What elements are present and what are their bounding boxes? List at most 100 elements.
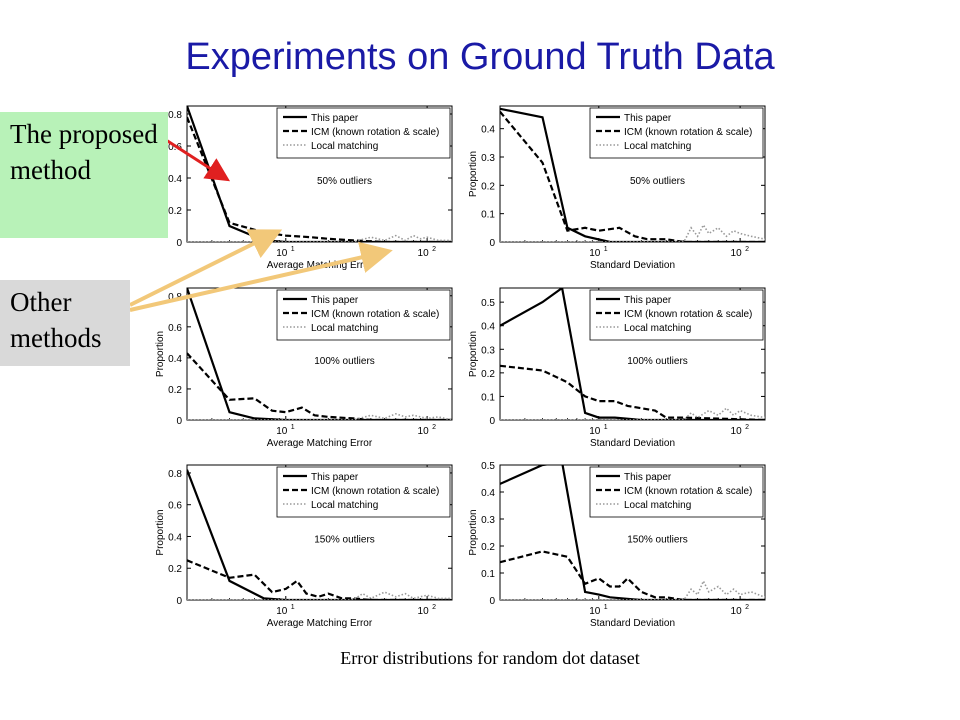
x-tick-label: 10: [276, 426, 288, 437]
legend-label: This paper: [624, 472, 672, 483]
x-tick-label: 10: [418, 606, 430, 617]
x-tick-exponent: 1: [604, 424, 608, 431]
legend-label: ICM (known rotation & scale): [311, 127, 439, 138]
legend-label: Local matching: [311, 500, 378, 511]
series-line-dashed: [187, 116, 452, 242]
y-axis-label: Proportion: [155, 331, 166, 377]
y-axis-label: Proportion: [468, 331, 479, 377]
y-tick-label: 0.2: [481, 181, 495, 192]
x-tick-exponent: 2: [745, 246, 749, 253]
y-tick-label: 0.5: [481, 461, 495, 472]
y-tick-label: 0: [489, 596, 495, 607]
series-line-dotted: [187, 234, 452, 242]
x-axis-label: Average Matching Error: [267, 438, 373, 449]
legend-label: This paper: [624, 295, 672, 306]
y-tick-label: 0.6: [168, 501, 182, 512]
legend-label: This paper: [311, 113, 359, 124]
y-tick-label: 0: [489, 416, 495, 427]
y-tick-label: 0.5: [481, 298, 495, 309]
y-tick-label: 0.1: [481, 210, 495, 221]
x-tick-exponent: 2: [432, 246, 436, 253]
x-tick-exponent: 2: [745, 604, 749, 611]
y-tick-label: 0.2: [168, 385, 182, 396]
legend-label: ICM (known rotation & scale): [624, 486, 752, 497]
legend-label: ICM (known rotation & scale): [311, 309, 439, 320]
y-tick-label: 0: [176, 596, 182, 607]
legend-label: This paper: [624, 113, 672, 124]
x-tick-label: 10: [589, 606, 601, 617]
y-axis-label: Proportion: [155, 509, 166, 555]
x-tick-exponent: 1: [291, 424, 295, 431]
y-tick-label: 0.4: [481, 125, 495, 136]
tan-arrow-lower: [129, 241, 393, 312]
x-tick-label: 10: [418, 248, 430, 259]
y-tick-label: 0.3: [481, 345, 495, 356]
y-tick-label: 0.8: [168, 469, 182, 480]
y-tick-label: 0.8: [168, 292, 182, 303]
figure-caption: Error distributions for random dot datas…: [340, 648, 640, 668]
y-tick-label: 0: [176, 416, 182, 427]
legend-label: Local matching: [311, 323, 378, 334]
x-tick-label: 10: [276, 606, 288, 617]
series-line-dashed: [500, 364, 765, 420]
x-tick-exponent: 2: [432, 604, 436, 611]
y-tick-label: 0.4: [168, 532, 182, 543]
legend-label: This paper: [311, 295, 359, 306]
series-line-dotted: [500, 223, 765, 242]
y-tick-label: 0.3: [481, 515, 495, 526]
x-axis-label: Standard Deviation: [590, 618, 675, 629]
x-tick-label: 10: [731, 248, 743, 259]
callout-proposed-method: The proposed method: [0, 112, 168, 238]
panel-annotation: 150% outliers: [314, 535, 375, 546]
panel-annotation: 50% outliers: [630, 176, 685, 187]
legend-label: ICM (known rotation & scale): [624, 127, 752, 138]
tan-arrow-upper: [129, 229, 283, 307]
y-tick-label: 0: [489, 238, 495, 249]
series-line-solid: [500, 107, 765, 242]
y-tick-label: 0.4: [481, 322, 495, 333]
series-line-dotted: [500, 579, 765, 600]
panel-annotation: 150% outliers: [627, 535, 688, 546]
y-axis-label: Proportion: [468, 509, 479, 555]
panel-annotation: 100% outliers: [627, 356, 688, 367]
y-tick-label: 0.4: [168, 354, 182, 365]
x-tick-exponent: 1: [604, 604, 608, 611]
y-tick-label: 0.4: [481, 488, 495, 499]
panel-annotation: 100% outliers: [314, 356, 375, 367]
x-tick-exponent: 1: [291, 246, 295, 253]
x-axis-label: Standard Deviation: [590, 260, 675, 271]
slide-title: Experiments on Ground Truth Data: [185, 36, 775, 78]
series-line-dashed: [187, 559, 452, 600]
x-tick-label: 10: [731, 606, 743, 617]
x-tick-exponent: 2: [745, 424, 749, 431]
series-line-solid: [187, 106, 452, 242]
x-axis-label: Average Matching Error: [267, 618, 373, 629]
y-tick-label: 0.4: [168, 174, 182, 185]
legend-label: ICM (known rotation & scale): [311, 486, 439, 497]
y-tick-label: 0.1: [481, 392, 495, 403]
series-line-solid: [500, 465, 765, 600]
legend-label: This paper: [311, 472, 359, 483]
x-tick-exponent: 1: [291, 604, 295, 611]
series-line-solid: [187, 288, 452, 420]
legend-label: Local matching: [311, 141, 378, 152]
y-tick-label: 0.1: [481, 569, 495, 580]
y-axis-label: Proportion: [468, 151, 479, 197]
legend-label: Local matching: [624, 500, 691, 511]
series-line-dashed: [500, 110, 765, 242]
x-tick-label: 10: [731, 426, 743, 437]
x-tick-exponent: 1: [604, 246, 608, 253]
y-tick-label: 0.8: [168, 110, 182, 121]
y-tick-label: 0.2: [481, 369, 495, 380]
legend-label: ICM (known rotation & scale): [624, 309, 752, 320]
series-line-dotted: [187, 591, 452, 600]
series-line-dotted: [187, 412, 452, 420]
y-tick-label: 0.2: [168, 564, 182, 575]
legend-label: Local matching: [624, 141, 691, 152]
y-tick-label: 0.2: [168, 206, 182, 217]
